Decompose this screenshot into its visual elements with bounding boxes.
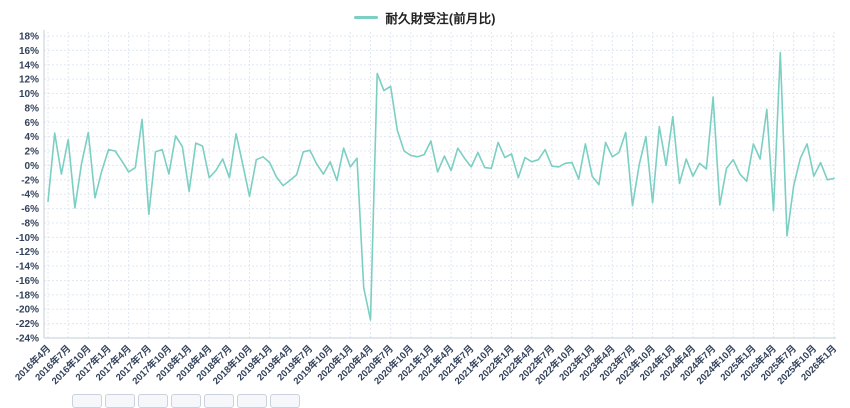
svg-text:18%: 18%	[19, 32, 39, 43]
cropped-cell[interactable]	[270, 394, 300, 408]
svg-text:16%: 16%	[19, 46, 39, 57]
cropped-cell[interactable]	[72, 394, 102, 408]
svg-text:4%: 4%	[25, 132, 40, 143]
svg-text:-6%: -6%	[21, 204, 39, 215]
legend-line-marker	[354, 16, 379, 19]
cropped-cell[interactable]	[138, 394, 168, 408]
cropped-table-strip	[72, 394, 300, 408]
svg-text:-10%: -10%	[16, 233, 39, 244]
cropped-cell[interactable]	[204, 394, 234, 408]
svg-text:6%: 6%	[25, 118, 40, 129]
svg-text:-14%: -14%	[16, 262, 39, 273]
svg-text:-8%: -8%	[21, 218, 39, 229]
svg-text:-18%: -18%	[16, 290, 39, 301]
cropped-cell[interactable]	[105, 394, 135, 408]
svg-text:2%: 2%	[25, 147, 40, 158]
svg-text:-24%: -24%	[16, 334, 39, 345]
cropped-cell[interactable]	[171, 394, 201, 408]
svg-text:-4%: -4%	[21, 190, 39, 201]
svg-text:-2%: -2%	[21, 175, 39, 186]
svg-text:8%: 8%	[25, 103, 40, 114]
svg-text:14%: 14%	[19, 60, 39, 71]
svg-text:-12%: -12%	[16, 247, 39, 258]
svg-text:-22%: -22%	[16, 319, 39, 330]
legend-series-label[interactable]: 耐久財受注(前月比)	[385, 12, 496, 26]
svg-text:-20%: -20%	[16, 305, 39, 316]
svg-text:12%: 12%	[19, 75, 39, 86]
svg-text:0%: 0%	[25, 161, 40, 172]
svg-text:10%: 10%	[19, 89, 39, 100]
svg-text:-16%: -16%	[16, 276, 39, 287]
cropped-cell[interactable]	[237, 394, 267, 408]
chart-legend: 耐久財受注(前月比)	[0, 8, 850, 27]
